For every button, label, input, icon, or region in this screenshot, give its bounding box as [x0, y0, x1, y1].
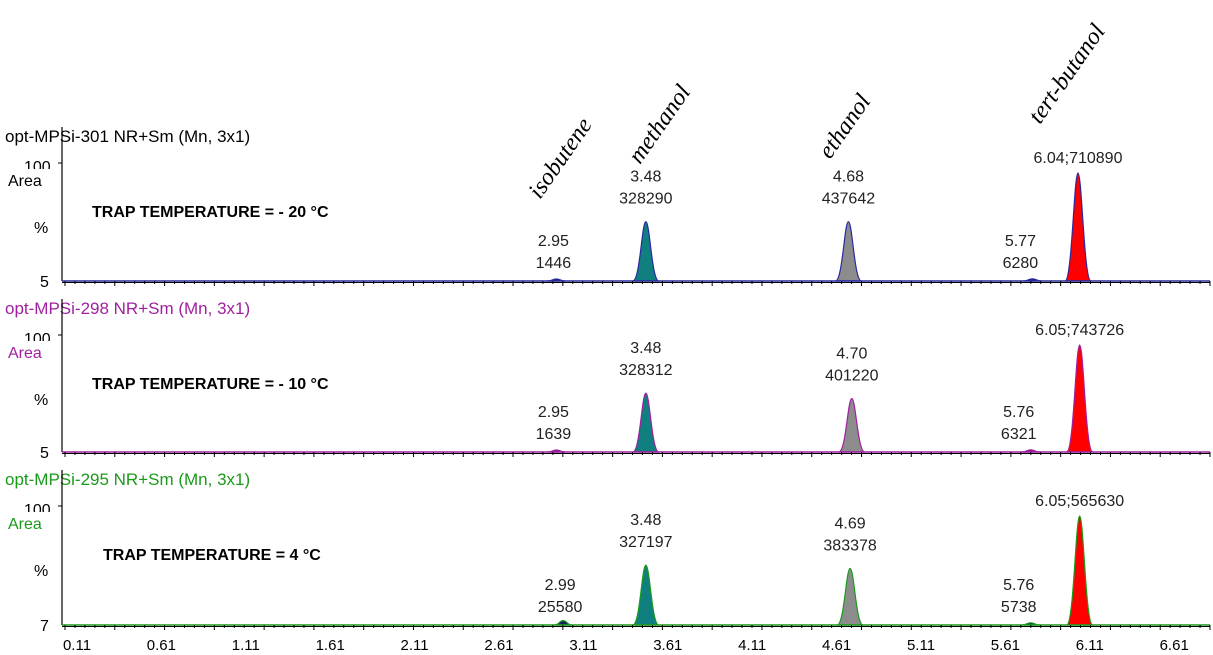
peak-label: 6.05;565630 — [1035, 493, 1124, 510]
x-tick-label: 1.61 — [316, 637, 345, 654]
peak-label-rt: 5.76 — [1003, 404, 1034, 421]
x-tick-label: 6.11 — [1076, 637, 1104, 654]
x-tick-label: 5.61 — [991, 637, 1020, 654]
peak-label-rt: 5.77 — [1005, 233, 1036, 250]
peak-3.48 — [632, 564, 660, 626]
trap-temperature-label: TRAP TEMPERATURE = - 20 °C — [92, 204, 329, 221]
peak-label-rt: 5.76 — [1003, 577, 1034, 594]
peak-label-area: 1639 — [536, 426, 572, 443]
peak-label-rt: 4.69 — [835, 515, 866, 532]
peak-label-rt: 4.70 — [836, 346, 867, 363]
y-label-percent: % — [34, 563, 48, 580]
x-tick-label: 1.11 — [232, 637, 260, 654]
peak-6.05 — [1066, 344, 1094, 453]
peak-label-area: 6280 — [1003, 255, 1039, 272]
peak-6.04 — [1064, 172, 1092, 282]
peak-label-area: 328312 — [619, 362, 672, 379]
x-tick-label: 6.61 — [1160, 637, 1189, 654]
x-axis: 0.11 0.61 1.11 1.61 2.11 2.61 3.11 3.61 4.11 4.61… — [63, 637, 1189, 654]
x-tick-label: 5.11 — [907, 637, 935, 654]
panel-title: opt-MPSi-295 NR+Sm (Mn, 3x1) — [5, 470, 250, 489]
peak-label-area: 437642 — [822, 191, 875, 208]
y-label-backing — [4, 169, 58, 191]
x-tick-label: 2.11 — [401, 637, 429, 654]
peak-label-rt: 3.48 — [630, 340, 661, 357]
panel-2: opt-MPSi-298 NR+Sm (Mn, 3x1)100Area%5TRA… — [4, 299, 1211, 462]
compound-label-ethanol: ethanol — [814, 89, 877, 163]
x-tick-label: 4.61 — [822, 637, 851, 654]
y-label-area: Area — [8, 516, 42, 533]
y-label-backing — [4, 341, 58, 363]
peak-label-rt: 2.95 — [538, 233, 569, 250]
peak-4.69 — [836, 567, 864, 626]
trap-temperature-label: TRAP TEMPERATURE = - 10 °C — [92, 376, 329, 393]
compound-label-methanol: methanol — [624, 80, 697, 168]
y-label-area: Area — [8, 173, 42, 190]
panel-title: opt-MPSi-298 NR+Sm (Mn, 3x1) — [5, 299, 250, 318]
peak-label-area: 327197 — [619, 534, 672, 551]
peak-3.48 — [632, 220, 660, 282]
compound-label-tertbutanol: tert-butanol — [1024, 19, 1111, 128]
peak-label-rt: 3.48 — [630, 169, 661, 186]
peak-label-area: 1446 — [536, 255, 572, 272]
peak-label: 6.05;743726 — [1035, 322, 1124, 339]
panel-3: opt-MPSi-295 NR+Sm (Mn, 3x1)100Area%7TRA… — [4, 470, 1211, 635]
x-tick-label: 0.61 — [147, 637, 176, 654]
peak-label-area: 383378 — [823, 537, 876, 554]
x-tick-label: 4.11 — [738, 637, 766, 654]
peak-label: 6.04;710890 — [1033, 150, 1122, 167]
y-label-percent: % — [34, 392, 48, 409]
trap-temperature-label: TRAP TEMPERATURE = 4 °C — [103, 547, 321, 564]
peak-4.70 — [838, 397, 866, 453]
peak-3.48 — [632, 392, 660, 453]
peak-4.68 — [834, 220, 862, 282]
compound-labels: isobutene methanol ethanol tert-butanol — [524, 19, 1111, 203]
panel-title: opt-MPSi-301 NR+Sm (Mn, 3x1) — [5, 127, 250, 146]
peak-label-area: 6321 — [1001, 426, 1037, 443]
peak-label-rt: 3.48 — [630, 512, 661, 529]
compound-label-isobutene: isobutene — [524, 113, 598, 204]
y-bottom-tick-label: 7 — [40, 618, 49, 635]
y-bottom-tick-label: 5 — [40, 274, 49, 291]
y-bottom-tick-label: 5 — [40, 445, 49, 462]
x-tick-label: 0.11 — [63, 637, 91, 654]
peak-label-area: 328290 — [619, 191, 672, 208]
x-tick-label: 3.11 — [569, 637, 597, 654]
panel-1: opt-MPSi-301 NR+Sm (Mn, 3x1)100Area%5TRA… — [4, 127, 1211, 291]
chromatogram-panels: opt-MPSi-301 NR+Sm (Mn, 3x1)100Area%5TRA… — [4, 127, 1211, 635]
x-tick-label: 2.61 — [484, 637, 513, 654]
peak-label-area: 25580 — [538, 599, 583, 616]
peak-label-rt: 2.99 — [545, 577, 576, 594]
peak-label-area: 401220 — [825, 368, 878, 385]
y-label-backing — [4, 512, 58, 534]
peak-label-rt: 2.95 — [538, 404, 569, 421]
x-tick-label: 3.61 — [653, 637, 682, 654]
peak-6.05 — [1066, 515, 1094, 626]
peak-label-rt: 4.68 — [833, 169, 864, 186]
y-label-area: Area — [8, 345, 42, 362]
y-label-percent: % — [34, 220, 48, 237]
peak-label-area: 5738 — [1001, 599, 1037, 616]
